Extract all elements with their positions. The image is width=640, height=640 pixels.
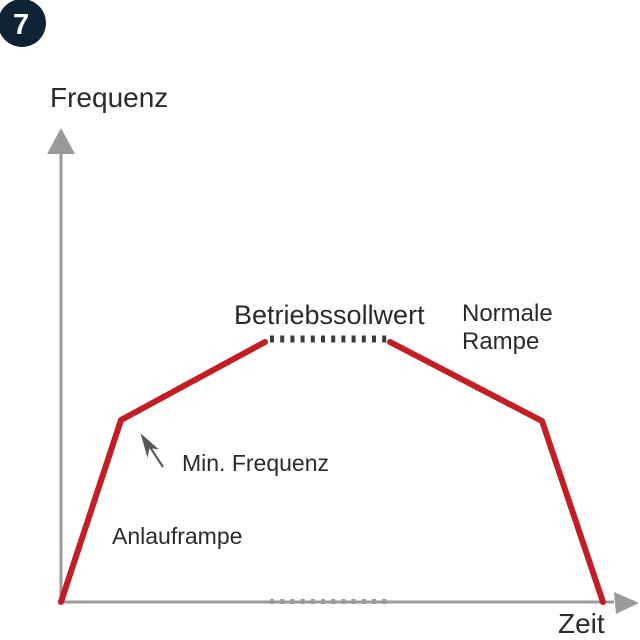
svg-text:7: 7	[13, 9, 29, 41]
